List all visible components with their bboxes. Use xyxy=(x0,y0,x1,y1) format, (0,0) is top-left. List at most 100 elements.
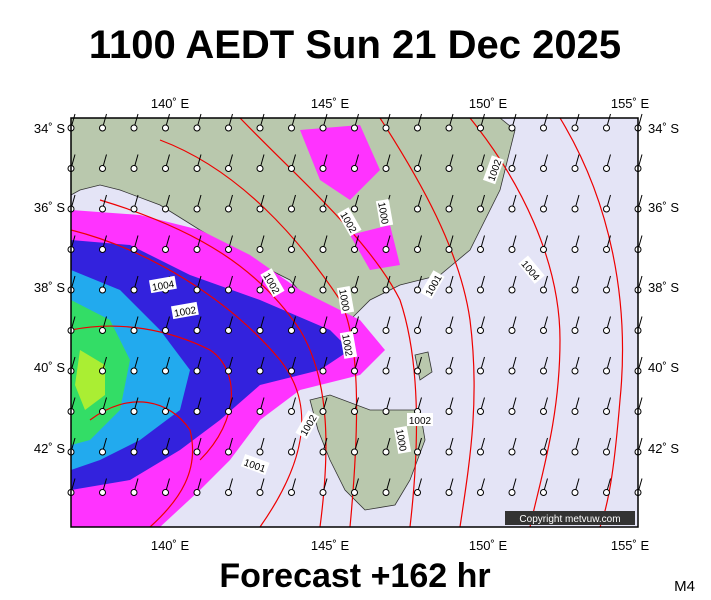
station xyxy=(603,408,610,415)
station xyxy=(540,367,547,375)
station xyxy=(603,124,610,132)
station xyxy=(351,165,358,172)
station xyxy=(256,408,264,415)
station xyxy=(445,448,453,456)
station xyxy=(351,408,358,415)
station xyxy=(382,246,390,253)
model-label: M4 xyxy=(674,578,695,595)
station xyxy=(319,124,327,132)
station xyxy=(225,286,232,294)
lon-label-bottom: 140˚ E xyxy=(151,538,190,553)
station xyxy=(508,367,516,375)
station xyxy=(99,165,106,172)
station xyxy=(225,327,232,334)
station xyxy=(99,448,106,456)
station xyxy=(571,367,579,375)
station xyxy=(382,408,390,415)
station xyxy=(414,367,421,375)
station xyxy=(351,286,358,294)
station xyxy=(445,408,453,415)
station xyxy=(414,165,421,172)
contour-label-group: 1000 xyxy=(336,285,355,314)
station xyxy=(414,286,421,294)
station xyxy=(130,367,138,375)
contour-label-group: 1002 xyxy=(170,301,199,320)
station xyxy=(193,448,201,456)
station xyxy=(603,286,610,294)
station xyxy=(351,205,358,213)
station xyxy=(571,327,579,334)
station xyxy=(162,408,169,415)
station xyxy=(319,489,327,496)
station xyxy=(477,286,484,294)
station xyxy=(508,408,516,415)
lon-label-top: 155˚ E xyxy=(611,96,650,111)
station xyxy=(130,286,138,294)
station xyxy=(540,286,547,294)
station xyxy=(382,367,390,375)
lat-label-left: 40˚ S xyxy=(34,360,65,375)
station xyxy=(414,124,421,132)
contour-label: 1000 xyxy=(336,288,351,312)
station xyxy=(382,165,390,172)
station xyxy=(445,246,453,253)
contour-label: 1002 xyxy=(409,416,432,427)
station xyxy=(351,367,358,375)
station xyxy=(256,327,264,334)
station xyxy=(162,327,169,334)
station xyxy=(256,448,264,456)
station xyxy=(193,246,201,253)
station xyxy=(193,327,201,334)
station xyxy=(351,489,358,496)
contour-label-bg xyxy=(339,330,358,359)
station xyxy=(445,489,453,496)
lat-label-right: 42˚ S xyxy=(648,441,679,456)
copyright-box xyxy=(505,511,635,525)
station xyxy=(256,489,264,496)
station xyxy=(225,408,232,415)
station xyxy=(256,286,264,294)
lat-label-left: 36˚ S xyxy=(34,200,65,215)
station xyxy=(540,327,547,334)
station xyxy=(414,489,421,496)
station xyxy=(445,327,453,334)
station xyxy=(414,246,421,253)
station xyxy=(319,327,327,334)
station xyxy=(225,448,232,456)
station xyxy=(445,205,453,213)
station xyxy=(225,367,232,375)
station xyxy=(382,327,390,334)
contour-label-group: 1000 xyxy=(393,425,412,454)
station xyxy=(414,327,421,334)
station xyxy=(193,408,201,415)
contour-label-bg xyxy=(337,207,362,237)
station xyxy=(540,124,547,132)
station xyxy=(603,327,610,334)
station xyxy=(477,165,484,172)
station xyxy=(288,489,295,496)
lon-label-bottom: 155˚ E xyxy=(611,538,650,553)
station xyxy=(571,205,579,213)
station xyxy=(603,367,610,375)
station xyxy=(603,448,610,456)
lon-label-bottom: 150˚ E xyxy=(469,538,508,553)
station xyxy=(351,246,358,253)
station xyxy=(540,448,547,456)
station xyxy=(477,205,484,213)
station xyxy=(288,205,295,213)
contour-label-group: 1002 xyxy=(407,413,433,427)
contour-label-bg xyxy=(240,453,270,476)
station xyxy=(193,124,201,132)
station xyxy=(193,165,201,172)
station xyxy=(225,246,232,253)
contour-label-group: 1002 xyxy=(339,330,358,359)
station xyxy=(508,246,516,253)
contour-label-bg xyxy=(393,425,412,454)
station xyxy=(477,408,484,415)
station xyxy=(445,124,453,132)
station xyxy=(256,124,264,132)
station xyxy=(351,327,358,334)
contour-label-bg xyxy=(295,410,320,440)
station xyxy=(193,489,201,496)
